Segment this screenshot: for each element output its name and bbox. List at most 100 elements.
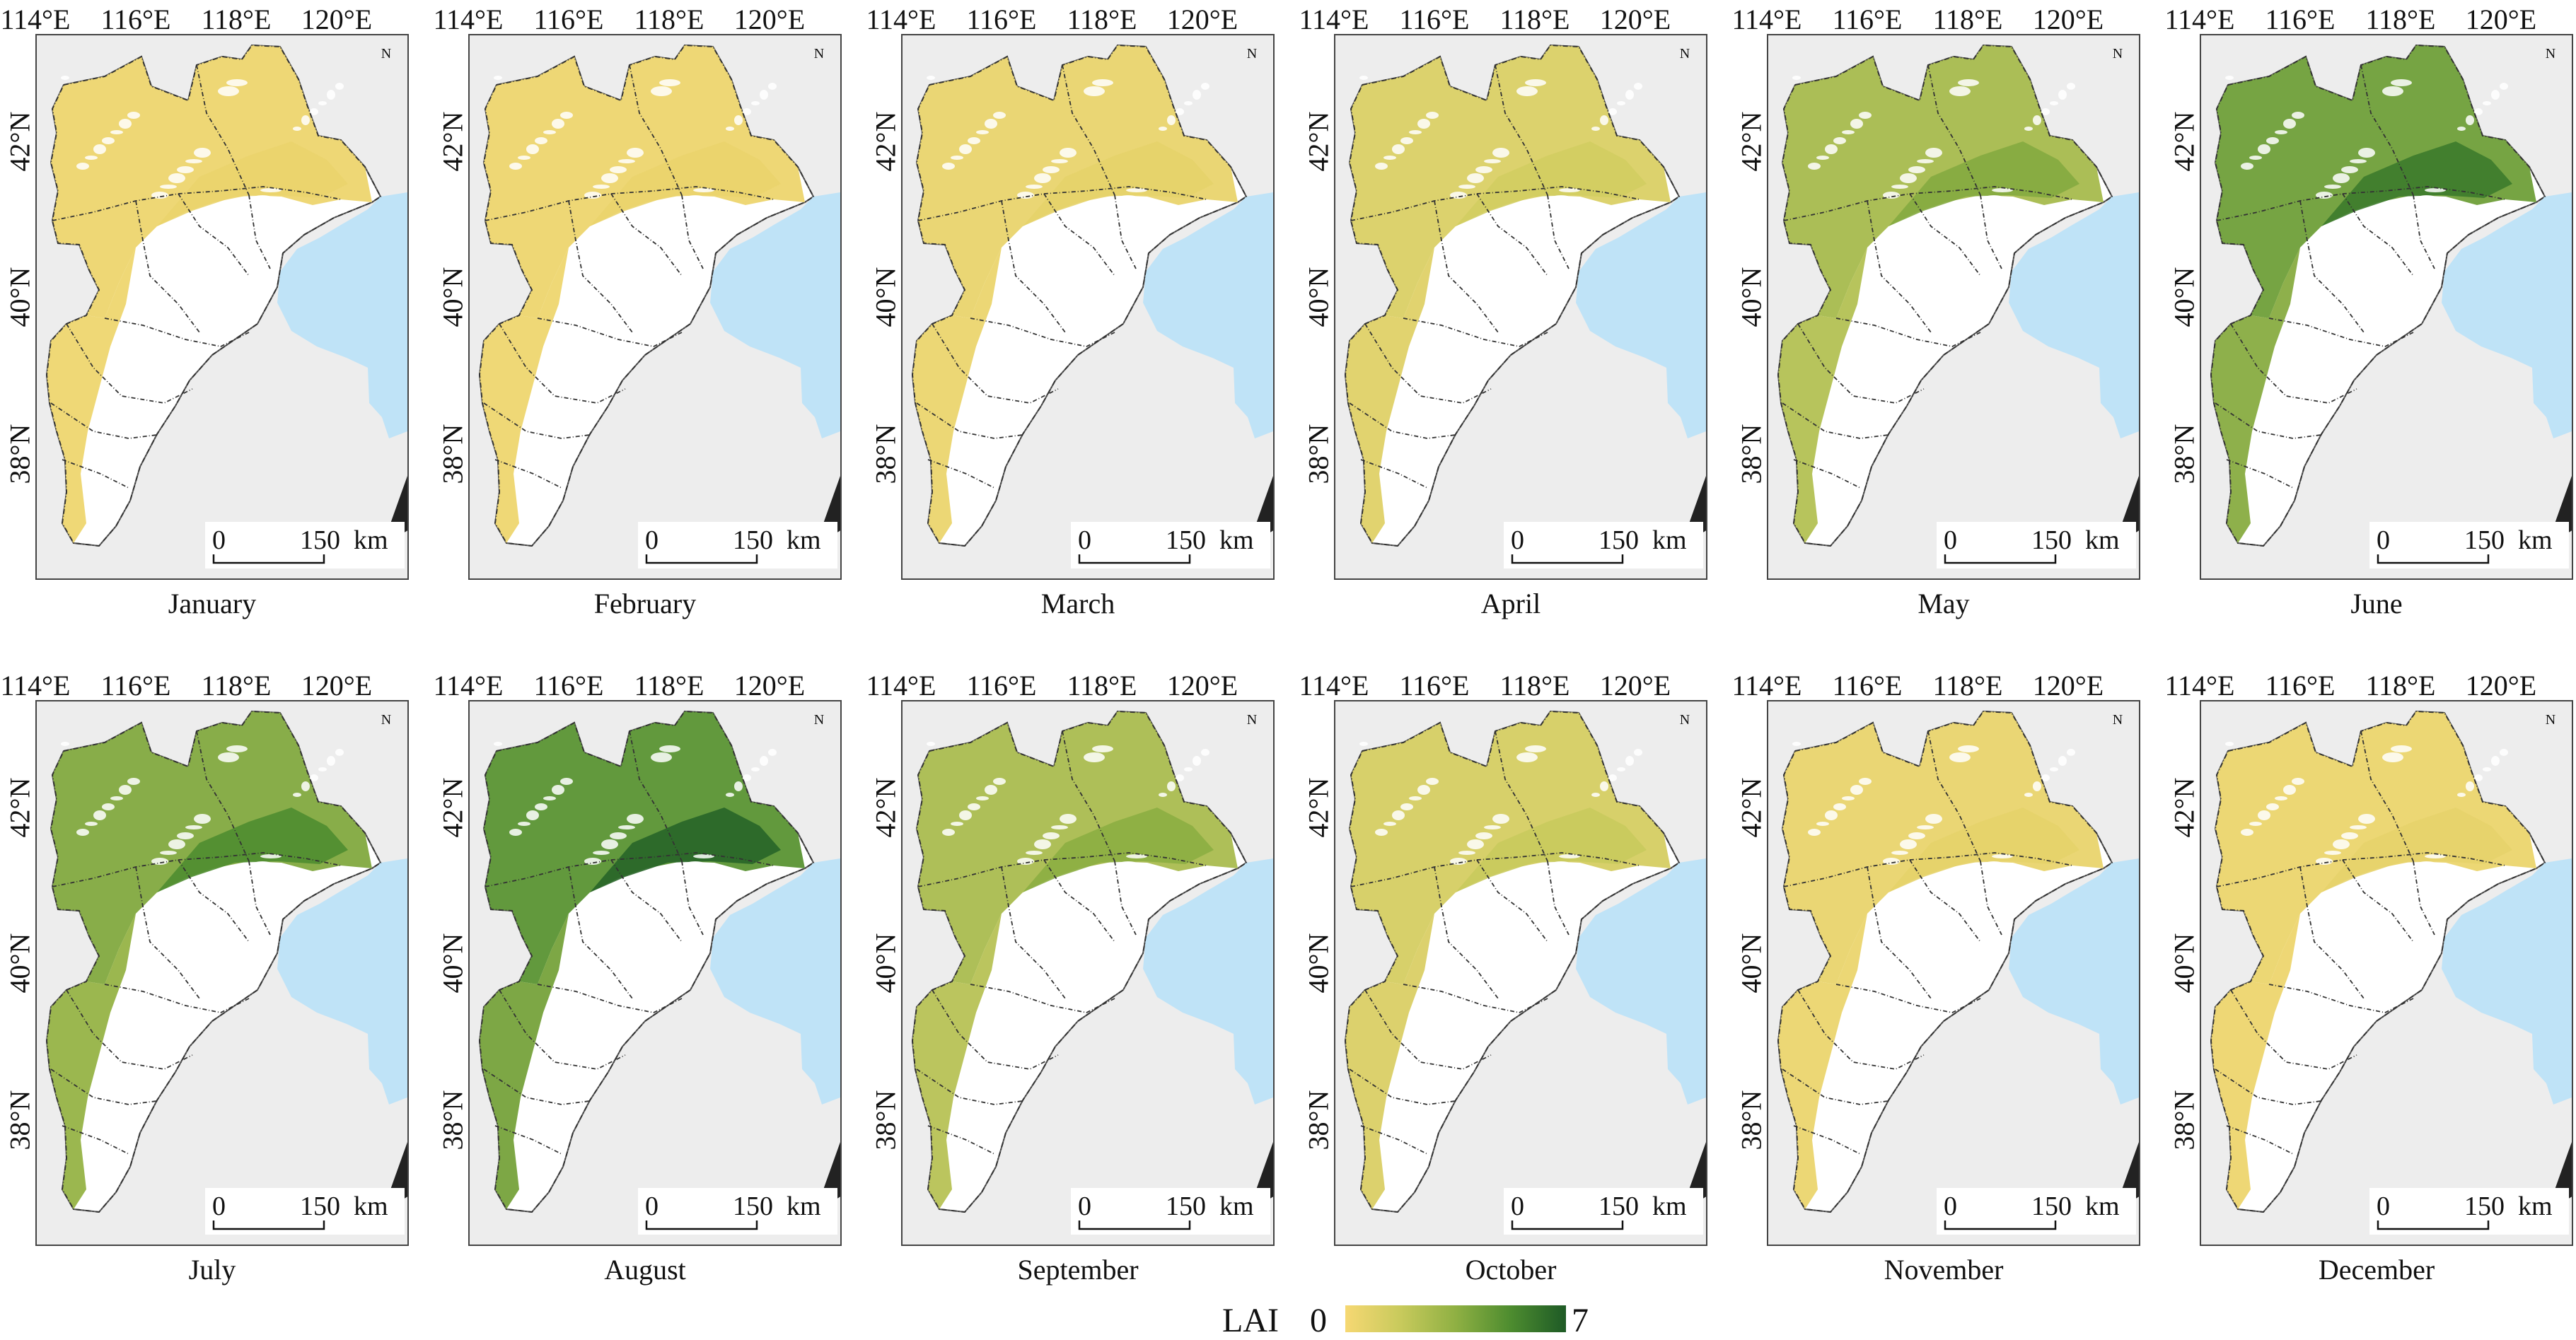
non-vegetated-patch [1450,858,1467,865]
scale-bar: 0 150 km [638,1188,837,1235]
bohai-sea [1143,858,1273,1105]
non-vegetated-patch [1176,108,1184,115]
non-vegetated-patch [1084,752,1105,762]
non-vegetated-patch [218,752,239,762]
non-vegetated-patch [1966,880,1988,884]
non-vegetated-patch [734,781,743,791]
non-vegetated-patch [2408,202,2429,212]
non-vegetated-patch [293,127,301,131]
non-vegetated-patch [1159,793,1167,797]
bohai-sea [1143,192,1273,438]
map-frame: N 0 150 km [1334,700,1707,1246]
vegetation-taihang [47,247,136,543]
region-outline [911,710,1248,1213]
admin-boundary [1349,1068,1456,1105]
non-vegetated-patch [1883,858,1900,865]
longitude-tick-label: 120°E [1166,670,1238,701]
admin-boundary [1980,194,2002,269]
scale-zero: 0 [1944,525,1957,555]
non-vegetated-patch [693,854,714,858]
non-vegetated-patch [2324,185,2341,189]
non-vegetated-patch [327,90,335,100]
non-vegetated-patch [310,774,318,781]
map-frame: N 0 150 km [35,700,409,1246]
non-vegetated-patch [593,851,610,855]
vegetation-core [1456,808,1647,892]
non-vegetated-patch [243,202,265,212]
non-vegetated-patch [243,868,265,878]
non-vegetated-patch [127,112,140,119]
scale-unit: km [2518,525,2553,555]
non-vegetated-patch [993,112,1006,119]
admin-boundary [135,200,200,333]
non-vegetated-patch [760,756,768,766]
non-vegetated-patch [2483,767,2491,771]
admin-boundary [681,194,704,269]
non-vegetated-patch [102,803,115,810]
admin-boundary [1364,989,1492,1070]
bohai-sea [1576,858,1706,1105]
non-vegetated-patch [951,156,963,160]
north-arrow-icon: N [373,47,407,546]
admin-boundary [2226,1125,2294,1155]
non-vegetated-patch [1792,76,1801,80]
non-vegetated-patch [2483,101,2491,105]
admin-boundary [2342,193,2414,276]
lai-map [45,44,407,547]
scale-zero: 0 [1078,525,1091,555]
admin-boundary [537,984,683,1013]
non-vegetated-patch [177,832,194,839]
latitude-tick-label: 40°N [2168,267,2200,327]
vegetation-taihang [480,247,569,543]
map-panel: 114°E 116°E 118°E 120°E 42°N 40°N 38°N N 0 150 km O… [1299,666,1731,1303]
non-vegetated-patch [1842,796,1855,800]
admin-boundary [1001,200,1066,333]
non-vegetated-patch [1891,185,1908,189]
non-vegetated-patch [1467,839,1484,849]
longitude-tick-label: 120°E [301,4,373,35]
longitude-tick-label: 120°E [301,670,373,701]
non-vegetated-patch [1975,202,1996,212]
non-vegetated-patch [1417,785,1430,795]
non-vegetated-patch [168,839,185,849]
scale-unit: km [1652,1192,1687,1221]
longitude-tick-label: 118°E [634,4,704,35]
non-vegetated-patch [1017,858,1034,865]
non-vegetated-patch [593,185,610,189]
longitude-tick-label: 118°E [1499,4,1570,35]
north-arrow-icon: N [2538,713,2572,1212]
non-vegetated-patch [1949,86,1971,96]
non-vegetated-patch [2249,822,2262,826]
non-vegetated-patch [693,188,714,192]
non-vegetated-patch [1533,880,1555,884]
map-frame: N 0 150 km [2200,34,2573,580]
longitude-tick-label: 118°E [1499,670,1570,701]
longitude-tick-label: 114°E [2164,4,2235,35]
scale-unit: km [787,1192,821,1221]
non-vegetated-patch [535,137,547,144]
admin-boundary [1909,193,1981,276]
map-panel: 114°E 116°E 118°E 120°E 42°N 40°N 38°N N 0 150 km A… [1299,0,1731,636]
non-vegetated-patch [627,814,644,824]
latitude-tick-label: 42°N [1302,111,1335,172]
non-vegetated-patch [1958,79,1979,86]
latitude-tick-label: 38°N [2168,1090,2200,1150]
non-vegetated-patch [177,166,194,173]
bohai-sea [2442,858,2572,1105]
non-vegetated-patch [1591,793,1600,797]
latitude-tick-label: 38°N [1735,1090,1768,1150]
longitude-tick-label: 120°E [733,670,806,701]
non-vegetated-patch [618,825,635,829]
longitude-tick-label: 116°E [1832,4,1903,35]
longitude-tick-label: 116°E [966,4,1037,35]
non-vegetated-patch [1034,839,1051,849]
vegetation-taihang [2211,247,2300,543]
vegetation-core [2321,141,2512,226]
region-outline [478,710,815,1213]
scale-distance: 150 [1166,525,1206,555]
admin-boundary [1001,866,1066,999]
scale-bar: 0 150 km [1071,1188,1270,1235]
lai-map [911,44,1273,547]
latitude-tick-label: 40°N [1302,933,1335,994]
longitude-tick-label: 114°E [866,670,936,701]
